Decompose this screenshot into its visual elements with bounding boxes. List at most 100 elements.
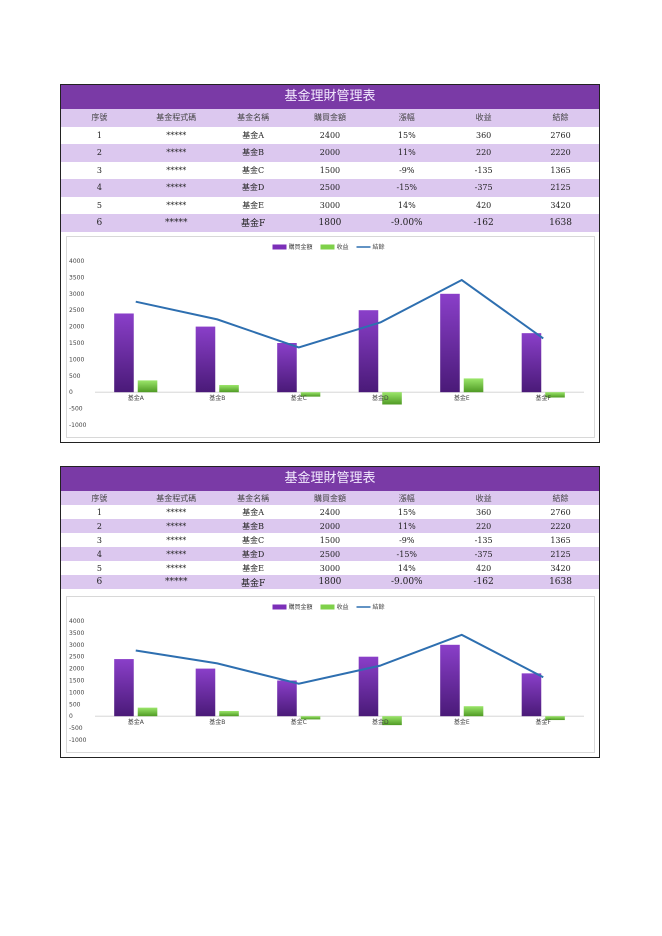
bar-profit	[137, 380, 158, 393]
chart-svg: 購買金額 收益 結餘 4000 3500 3000 2500 2000 1500 1000 500 0…	[69, 243, 584, 429]
column-header: 收益	[445, 491, 523, 505]
bar-profit	[545, 392, 565, 398]
bar-purchase	[358, 656, 379, 717]
table-cell: *****	[137, 575, 215, 589]
table-cell: 3	[96, 535, 102, 545]
bar-purchase	[195, 326, 216, 393]
x-tick-label: 基金C	[291, 718, 307, 726]
table-cell: 5	[96, 200, 102, 210]
table-row: 3 ***** 基金C 1500 -9% -135 1365	[61, 533, 599, 547]
table-cell: 基金F	[214, 214, 292, 232]
table-cell: -9%	[399, 165, 415, 175]
y-tick-label: 2500	[69, 307, 84, 314]
bar-profit	[300, 392, 321, 397]
y-tick-label: 500	[69, 373, 81, 380]
table-cell: *****	[166, 507, 187, 517]
table-cell: 420	[476, 563, 492, 573]
x-tick-label: 基金F	[536, 718, 552, 726]
legend-bar-swatch	[272, 244, 287, 250]
table-cell: 15%	[397, 507, 416, 517]
table-cell: -375	[445, 179, 523, 197]
table-cell: 基金E	[242, 563, 265, 573]
table-cell: 1638	[522, 214, 599, 232]
table-cell: 2760	[550, 507, 571, 517]
table-cell: *****	[137, 519, 215, 533]
table-cell: -135	[474, 165, 493, 175]
legend-label: 結餘	[373, 243, 385, 251]
table-cell: 2	[61, 144, 138, 162]
table-cell: 220	[445, 519, 523, 533]
table-cell: 1	[96, 507, 102, 517]
table-cell: -162	[445, 575, 523, 589]
fund-chart: 購買金額 收益 結餘 4000 3500 3000 2500 2000 1500 1000 500 0…	[66, 596, 595, 753]
y-tick-label: 1500	[69, 340, 84, 347]
legend-label: 購買金額	[289, 243, 313, 251]
table-cell: 基金D	[214, 179, 292, 197]
bar-profit	[382, 392, 402, 405]
table-cell: 基金B	[214, 144, 292, 162]
table-cell: 14%	[397, 200, 416, 210]
table-cell: 基金B	[214, 519, 292, 533]
y-tick-label: 0	[69, 713, 73, 720]
y-tick-label: 500	[69, 701, 81, 708]
bar-purchase	[521, 333, 542, 393]
table-cell: 220	[445, 144, 523, 162]
table-cell: -162	[445, 214, 523, 232]
balance-line	[135, 633, 544, 685]
y-tick-label: 3500	[69, 630, 84, 637]
table-row: 6 ***** 基金F 1800 -9.00% -162 1638	[61, 575, 599, 589]
y-tick-label: -1000	[69, 422, 87, 429]
table-row: 4 ***** 基金D 2500 -15% -375 2125	[61, 179, 599, 197]
table-cell: 1800	[291, 214, 369, 232]
table-cell: 4	[61, 547, 138, 561]
table-cell: 3	[96, 165, 102, 175]
legend-label: 購買金額	[289, 603, 313, 611]
legend-label: 結餘	[373, 603, 385, 611]
table-cell: 基金A	[242, 507, 264, 517]
table-row: 5 ***** 基金E 3000 14% 420 3420	[61, 197, 599, 215]
table-cell: 420	[476, 200, 492, 210]
bar-profit	[463, 378, 484, 393]
x-tick-label: 基金F	[536, 394, 552, 402]
table-cell: 基金D	[214, 547, 292, 561]
column-header: 購買金額	[291, 109, 369, 127]
y-tick-label: 3000	[69, 642, 84, 649]
table-cell: *****	[166, 165, 187, 175]
legend-bar-swatch	[272, 604, 287, 610]
table-row: 3 ***** 基金C 1500 -9% -135 1365	[61, 162, 599, 180]
table-cell: 360	[476, 130, 492, 140]
fund-chart: 購買金額 收益 結餘 4000 3500 3000 2500 2000 1500 1000 500 0…	[66, 236, 595, 438]
table-cell: 1500	[319, 535, 341, 545]
bar-profit	[137, 707, 158, 717]
fund-table: 序號 基金程式碼 基金名稱 購買金額 漲幅 收益 結餘 1 ***** 基金A …	[61, 491, 599, 589]
table-cell: -9.00%	[368, 575, 446, 589]
table-cell: 2	[61, 519, 138, 533]
y-tick-label: -500	[69, 406, 83, 413]
table-cell: -135	[474, 535, 493, 545]
table-cell: -15%	[368, 179, 446, 197]
table-cell: 11%	[368, 144, 446, 162]
y-tick-label: -500	[69, 725, 83, 732]
table-row: 1 ***** 基金A 2400 15% 360 2760	[61, 505, 599, 519]
table-cell: 基金E	[242, 200, 265, 210]
column-header: 基金名稱	[214, 109, 292, 127]
bar-purchase	[195, 668, 216, 717]
x-tick-label: 基金E	[454, 718, 470, 726]
table-cell: 2760	[550, 130, 571, 140]
column-header: 結餘	[522, 491, 599, 505]
y-tick-label: 3000	[69, 291, 84, 298]
column-header: 收益	[445, 109, 523, 127]
table-cell: *****	[166, 130, 187, 140]
table-cell: 1365	[550, 535, 571, 545]
table-row: 2 ***** 基金B 2000 11% 220 2220	[61, 144, 599, 162]
bar-profit	[219, 710, 239, 717]
table-cell: 15%	[397, 130, 416, 140]
y-tick-label: 2000	[69, 666, 84, 673]
sheet-title: 基金理財管理表	[61, 85, 599, 109]
table-cell: 5	[96, 563, 102, 573]
column-header: 基金程式碼	[137, 491, 215, 505]
y-tick-label: -1000	[69, 737, 87, 744]
x-tick-label: 基金D	[372, 718, 389, 726]
table-cell: 基金C	[242, 165, 265, 175]
table-cell: *****	[137, 144, 215, 162]
